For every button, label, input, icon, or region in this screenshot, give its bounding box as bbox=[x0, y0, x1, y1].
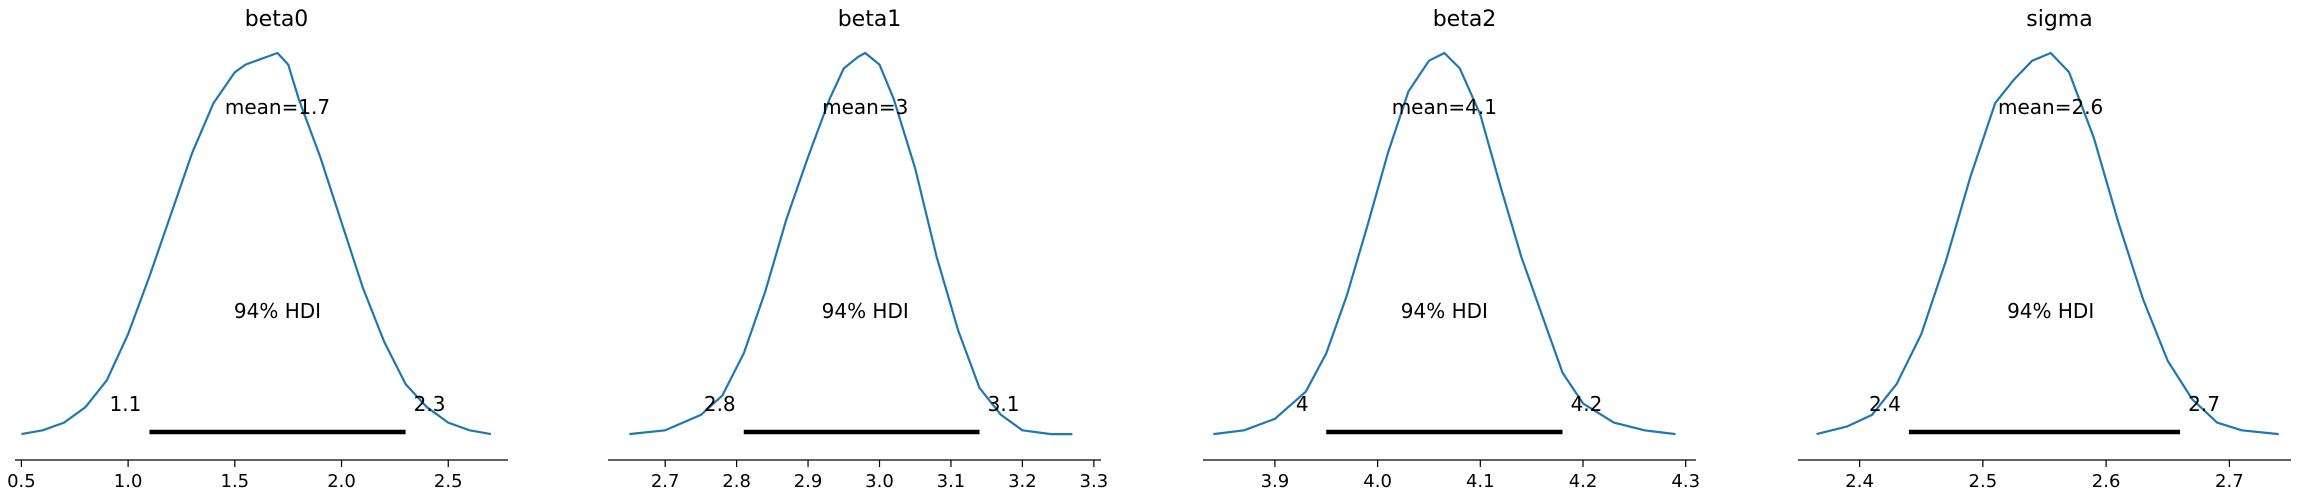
x-tick-label: 0.5 bbox=[7, 471, 36, 492]
panel-beta1: beta1 mean=3 94% HDI 2.8 3.1 2.7 2.8 2.9 3.0 3.1 3… bbox=[608, 7, 1108, 492]
hdi-lower-label: 2.8 bbox=[704, 392, 736, 416]
x-tick-label: 4.1 bbox=[1466, 471, 1495, 492]
x-tick-label: 3.9 bbox=[1261, 471, 1290, 492]
x-tick-label: 2.5 bbox=[1969, 471, 1998, 492]
panel-title: sigma bbox=[2026, 7, 2092, 32]
x-tick-label: 4.2 bbox=[1569, 471, 1598, 492]
density-curve bbox=[21, 51, 492, 436]
panel-title: beta1 bbox=[838, 7, 902, 32]
panel-title: beta2 bbox=[1433, 7, 1497, 32]
hdi-upper-label: 3.1 bbox=[988, 392, 1020, 416]
hdi-lower-label: 2.4 bbox=[1869, 392, 1901, 416]
hdi-label: 94% HDI bbox=[2007, 299, 2094, 323]
mean-label: mean=4.1 bbox=[1392, 95, 1497, 119]
mean-label: mean=3 bbox=[822, 95, 908, 119]
hdi-label: 94% HDI bbox=[1401, 299, 1488, 323]
x-tick-label: 1.5 bbox=[221, 471, 250, 492]
x-tick-label: 2.6 bbox=[2092, 471, 2121, 492]
x-tick-label: 1.0 bbox=[114, 471, 143, 492]
hdi-label: 94% HDI bbox=[234, 299, 321, 323]
panel-sigma: sigma mean=2.6 94% HDI 2.4 2.7 2.4 2.5 2.6 2.7 bbox=[1798, 7, 2291, 492]
x-tick-label: 4.0 bbox=[1363, 471, 1392, 492]
x-tick-label: 3.2 bbox=[1008, 471, 1037, 492]
panel-title: beta0 bbox=[245, 7, 309, 32]
x-tick-label: 2.7 bbox=[2215, 471, 2244, 492]
x-tick-label: 2.4 bbox=[1845, 471, 1874, 492]
mean-label: mean=2.6 bbox=[1998, 95, 2103, 119]
density-curve bbox=[1213, 51, 1676, 436]
panel-beta2: beta2 mean=4.1 94% HDI 4 4.2 3.9 4.0 4.1 4.2 4.3 bbox=[1203, 7, 1700, 492]
hdi-lower-label: 4 bbox=[1296, 392, 1309, 416]
x-tick-label: 2.5 bbox=[434, 471, 463, 492]
hdi-upper-label: 2.7 bbox=[2188, 392, 2220, 416]
x-tick-label: 2.9 bbox=[794, 471, 823, 492]
x-tick-label: 3.1 bbox=[937, 471, 966, 492]
panel-beta0: beta0 mean=1.7 94% HDI 1.1 2.3 0.5 1.0 1.5 2.0 2.… bbox=[7, 7, 508, 492]
x-tick-label: 4.3 bbox=[1671, 471, 1700, 492]
hdi-upper-label: 4.2 bbox=[1571, 392, 1603, 416]
x-tick-label: 2.0 bbox=[327, 471, 356, 492]
hdi-lower-label: 1.1 bbox=[110, 392, 142, 416]
hdi-upper-label: 2.3 bbox=[414, 392, 446, 416]
mean-label: mean=1.7 bbox=[225, 95, 330, 119]
density-curve bbox=[1816, 51, 2279, 436]
x-tick-label: 2.7 bbox=[651, 471, 680, 492]
x-tick-label: 2.8 bbox=[722, 471, 751, 492]
x-tick-label: 3.3 bbox=[1080, 471, 1109, 492]
hdi-label: 94% HDI bbox=[822, 299, 909, 323]
x-tick-label: 3.0 bbox=[865, 471, 894, 492]
density-curve bbox=[629, 51, 1073, 436]
